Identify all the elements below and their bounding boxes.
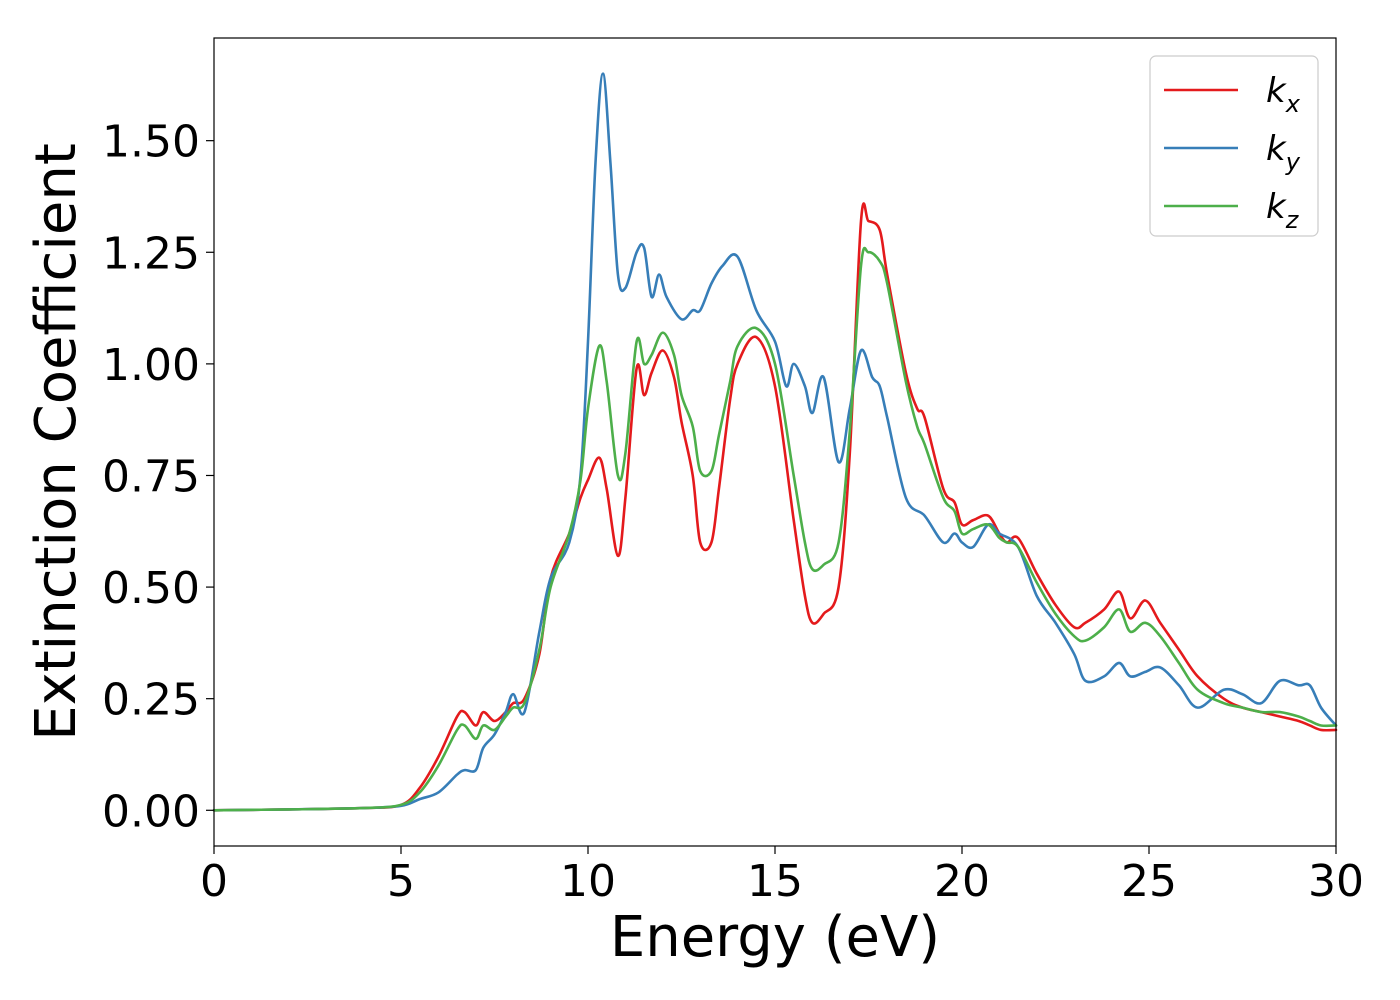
legend-label-y: ky: [1266, 129, 1301, 176]
y-tick-label: 1.25: [102, 228, 200, 279]
series-line-y: [212, 72, 1338, 812]
x-tick-label: 0: [200, 856, 228, 907]
series-line-z: [212, 246, 1338, 812]
y-tick-label: 0.50: [102, 563, 200, 614]
x-tick-label: 5: [387, 856, 415, 907]
x-tick-label: 25: [1121, 856, 1177, 907]
y-tick-label: 1.50: [102, 117, 200, 168]
legend-label-z: kz: [1266, 187, 1300, 234]
plot-background: [214, 38, 1336, 846]
y-tick-label: 0.75: [102, 451, 200, 502]
x-axis: 0 5 10 15 20 25 30: [200, 846, 1364, 907]
legend: kx ky kz: [1149, 55, 1319, 237]
y-tick-label: 0.00: [102, 786, 200, 837]
series-line-x: [212, 202, 1338, 812]
y-axis-title: Extinction Coefficient: [24, 143, 89, 741]
y-tick-label: 1.00: [102, 340, 200, 391]
y-tick-label: 0.25: [102, 675, 200, 726]
series-layer: [212, 72, 1338, 812]
x-tick-label: 15: [747, 856, 803, 907]
x-tick-label: 10: [560, 856, 616, 907]
x-axis-title: Energy (eV): [610, 905, 940, 970]
x-tick-label: 20: [934, 856, 990, 907]
x-tick-label: 30: [1308, 856, 1364, 907]
legend-box: [1149, 55, 1319, 237]
y-axis: 0.00 0.25 0.50 0.75 1.00 1.25 1.50: [102, 117, 214, 837]
legend-label-x: kx: [1266, 71, 1301, 118]
